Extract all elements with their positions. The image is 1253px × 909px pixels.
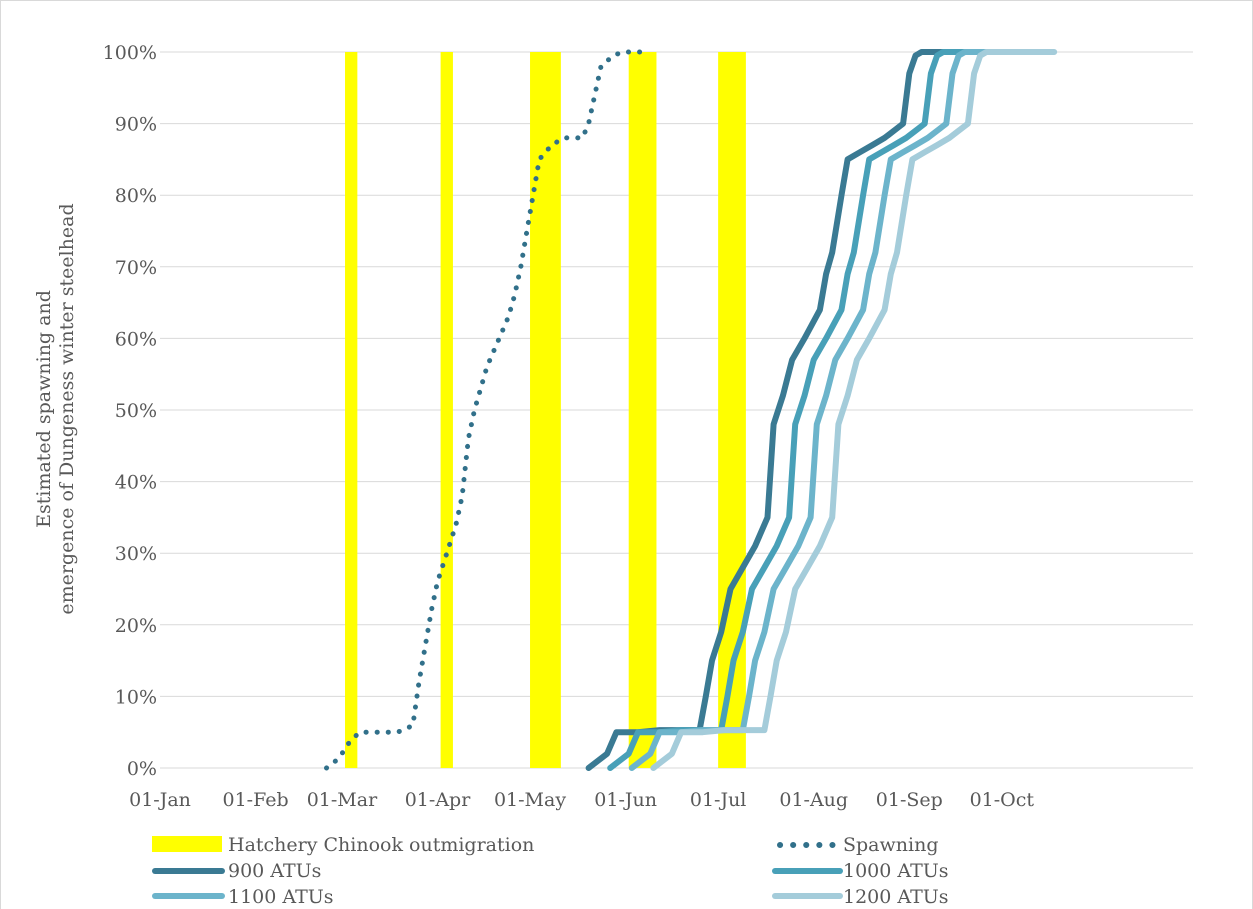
x-tick-label: 01-Jan bbox=[129, 789, 191, 811]
x-tick-label: 01-May bbox=[494, 789, 566, 811]
y-axis-title-line1: Estimated spawning and bbox=[33, 290, 55, 528]
x-tick-labels: 01-Jan 01-Feb 01-Mar 01-Apr 01-May 01-Jun 01-J… bbox=[129, 789, 1034, 811]
legend-label-1000: 1000 ATUs bbox=[843, 860, 949, 882]
hatchery-bar bbox=[628, 52, 657, 768]
hatchery-bar bbox=[440, 52, 453, 768]
y-tick-label: 30% bbox=[115, 543, 157, 565]
hatchery-bars bbox=[345, 52, 746, 768]
legend-label-900: 900 ATUs bbox=[228, 860, 321, 882]
y-tick-label: 80% bbox=[115, 185, 157, 207]
series-line-1200 bbox=[650, 49, 1058, 771]
legend-item-1200: 1200 ATUs bbox=[772, 886, 949, 908]
y-tick-label: 70% bbox=[115, 257, 157, 279]
x-tick-label: 01-Oct bbox=[970, 789, 1035, 811]
x-tick-label: 01-Jul bbox=[690, 789, 747, 811]
y-tick-label: 90% bbox=[115, 114, 157, 136]
y-tick-label: 0% bbox=[127, 758, 157, 780]
gridlines bbox=[160, 51, 1193, 769]
y-tick-label: 20% bbox=[115, 615, 157, 637]
y-tick-label: 40% bbox=[115, 472, 157, 494]
legend-swatch-hatchery bbox=[152, 836, 222, 852]
y-tick-label: 10% bbox=[115, 686, 157, 708]
series-lines bbox=[324, 49, 1058, 771]
hatchery-bar bbox=[345, 52, 358, 768]
legend-item-hatchery: Hatchery Chinook outmigration bbox=[152, 834, 534, 856]
legend-label-hatchery: Hatchery Chinook outmigration bbox=[228, 834, 534, 856]
legend-label-spawning: Spawning bbox=[843, 834, 938, 856]
y-tick-label: 100% bbox=[103, 42, 157, 64]
series-line-spawning bbox=[324, 49, 650, 771]
x-tick-label: 01-Mar bbox=[307, 789, 378, 811]
x-tick-label: 01-Jun bbox=[594, 789, 657, 811]
legend-label-1200: 1200 ATUs bbox=[843, 886, 949, 908]
x-tick-label: 01-Feb bbox=[223, 789, 289, 811]
legend-item-spawning: Spawning bbox=[777, 834, 938, 856]
legend-item-900: 900 ATUs bbox=[152, 860, 321, 882]
x-tick-label: 01-Apr bbox=[405, 789, 471, 811]
y-axis-title-line2: emergence of Dungeness winter steelhead bbox=[56, 203, 78, 614]
y-tick-label: 60% bbox=[115, 328, 157, 350]
legend: Hatchery Chinook outmigration Spawning 9… bbox=[152, 834, 949, 908]
y-tick-labels: 0% 10% 20% 30% 40% 50% 60% 70% 80% 90% 100% bbox=[103, 42, 157, 780]
x-tick-label: 01-Aug bbox=[779, 789, 848, 811]
legend-item-1000: 1000 ATUs bbox=[772, 860, 949, 882]
legend-item-1100: 1100 ATUs bbox=[152, 886, 334, 908]
legend-label-1100: 1100 ATUs bbox=[228, 886, 334, 908]
hatchery-bar bbox=[530, 52, 561, 768]
y-tick-label: 50% bbox=[115, 400, 157, 422]
x-tick-label: 01-Sep bbox=[876, 789, 943, 811]
hatchery-bar bbox=[718, 52, 746, 768]
